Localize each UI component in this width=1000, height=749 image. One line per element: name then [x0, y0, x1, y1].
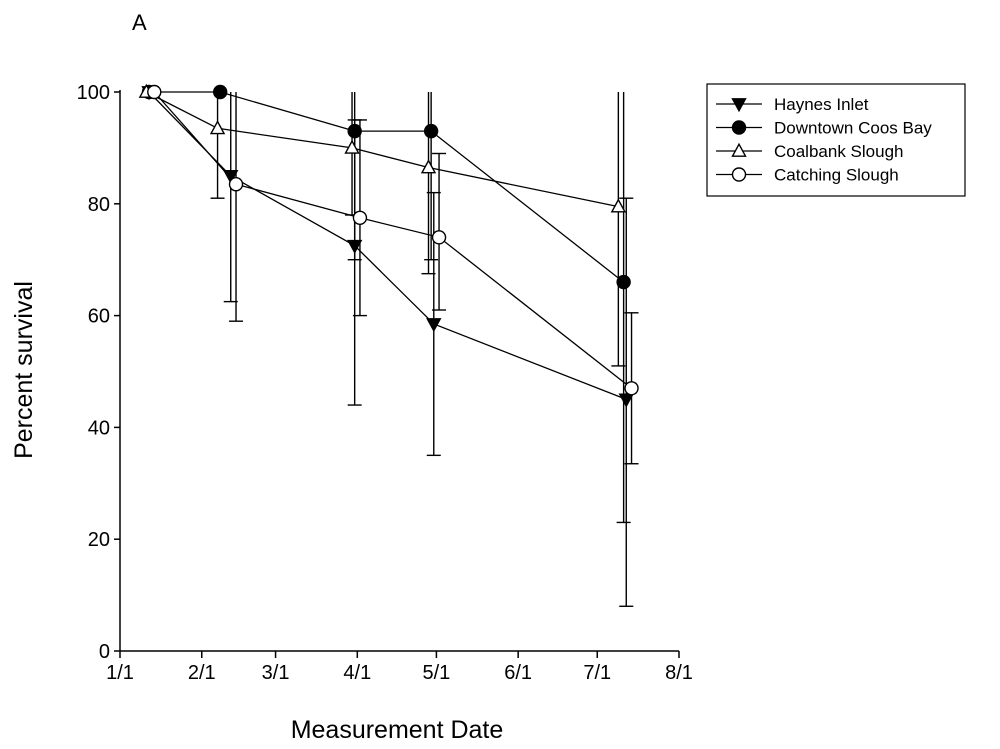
legend-item-downtown-coos-bay: Downtown Coos Bay [716, 119, 932, 138]
data-point-catching-slough [352, 210, 368, 225]
y-tick-label: 0 [99, 641, 110, 663]
y-tick-label: 20 [88, 529, 110, 551]
data-point-downtown-coos-bay [616, 274, 631, 290]
data-point-coalbank-slough [209, 120, 226, 135]
y-axis-title: Percent survival [10, 281, 38, 459]
legend-marker [731, 142, 747, 157]
legend-item-catching-slough: Catching Slough [716, 166, 899, 185]
legend-label: Coalbank Slough [774, 142, 903, 161]
legend-label: Haynes Inlet [774, 95, 869, 114]
data-point-haynes-inlet [618, 393, 634, 408]
data-point-catching-slough [624, 381, 639, 396]
legend-box [706, 83, 966, 197]
plot-area: 0 20 40 60 80 100 1/1 2/1 3/1 4/1 5/1 6/1 7/1 8/1 [77, 82, 693, 684]
legend-label: Catching Slough [774, 166, 899, 185]
y-tick-label: 100 [77, 82, 110, 104]
x-tick-label: 8/1 [665, 662, 693, 684]
data-point-catching-slough [147, 84, 162, 100]
x-tick-label: 4/1 [343, 662, 371, 684]
x-ticks: 1/1 2/1 3/1 4/1 5/1 6/1 7/1 8/1 [106, 651, 693, 684]
x-tick-label: 7/1 [583, 662, 611, 684]
data-point-catching-slough [431, 230, 447, 245]
data-point-catching-slough [228, 177, 244, 192]
legend-label: Downtown Coos Bay [774, 119, 932, 138]
series-layer [138, 83, 639, 607]
data-point-haynes-inlet [223, 169, 239, 185]
legend-marker [731, 98, 747, 113]
legend-marker [731, 167, 747, 182]
series-lines [146, 91, 632, 401]
data-point-haynes-inlet [347, 239, 363, 255]
series-markers [138, 83, 639, 408]
series-line-downtown-coos-bay [149, 91, 625, 283]
x-tick-label: 5/1 [423, 662, 451, 684]
y-tick-label: 40 [88, 417, 110, 439]
legend-item-coalbank-slough: Coalbank Slough [716, 142, 903, 161]
x-tick-label: 3/1 [262, 662, 290, 684]
legend: Haynes Inlet Downtown Coos Bay Coalbank Sl… [706, 83, 966, 197]
data-point-coalbank-slough [344, 139, 360, 154]
x-tick-label: 6/1 [504, 662, 532, 684]
data-point-downtown-coos-bay [347, 123, 362, 139]
data-point-downtown-coos-bay [212, 84, 228, 100]
legend-item-haynes-inlet: Haynes Inlet [716, 95, 869, 114]
y-tick-label: 60 [88, 306, 110, 328]
x-tick-label: 1/1 [106, 662, 134, 684]
y-ticks: 0 20 40 60 80 100 [77, 82, 120, 663]
data-point-haynes-inlet [426, 318, 442, 333]
series-line-catching-slough [153, 91, 632, 389]
data-point-coalbank-slough [610, 198, 627, 213]
x-tick-label: 2/1 [188, 662, 216, 684]
data-point-coalbank-slough [420, 159, 437, 174]
y-tick-label: 80 [88, 194, 110, 216]
legend-marker [731, 120, 747, 135]
x-axis-title: Measurement Date [291, 716, 504, 744]
series-line-haynes-inlet [148, 91, 627, 401]
data-point-downtown-coos-bay [423, 123, 439, 139]
panel-label: A [132, 10, 147, 35]
